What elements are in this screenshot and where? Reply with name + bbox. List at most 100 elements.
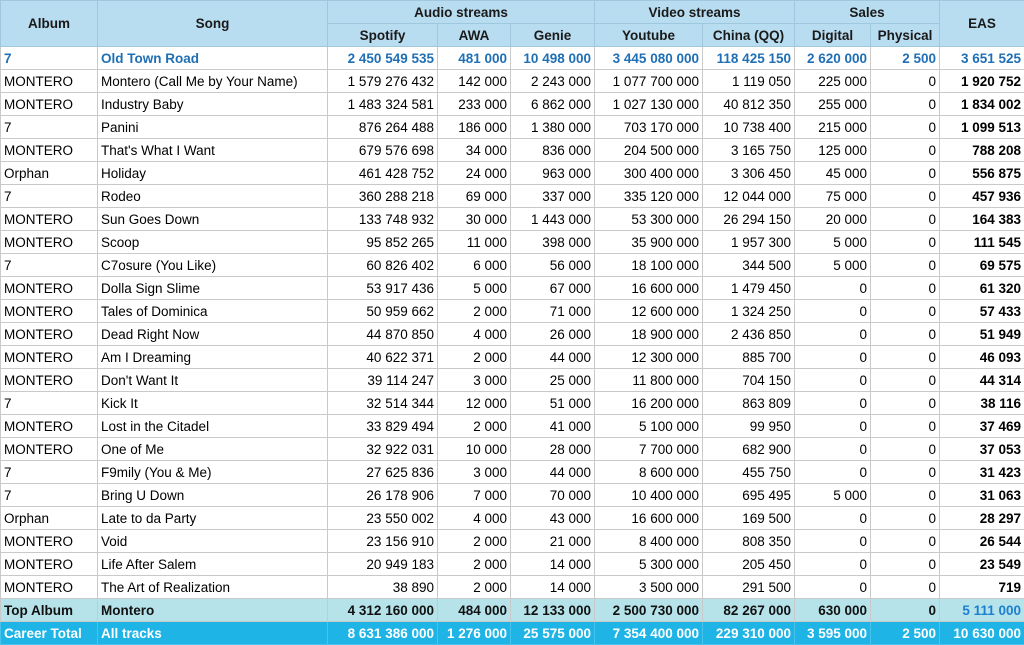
cell-album: Orphan: [1, 507, 98, 530]
cell-song: Bring U Down: [98, 484, 328, 507]
cell-china: 808 350: [703, 530, 795, 553]
cell-album: 7: [1, 116, 98, 139]
cell-spotify: 23 550 002: [328, 507, 438, 530]
cell-digital: 225 000: [795, 70, 871, 93]
cell-youtube: 703 170 000: [595, 116, 703, 139]
cell-album: MONTERO: [1, 300, 98, 323]
cell-spotify: 44 870 850: [328, 323, 438, 346]
cell-youtube: 1 077 700 000: [595, 70, 703, 93]
cell-eas: 31 423: [940, 461, 1024, 484]
cell-physical: 0: [871, 484, 940, 507]
cell-genie: 44 000: [511, 461, 595, 484]
cell-genie: 25 575 000: [511, 622, 595, 645]
cell-physical: 0: [871, 507, 940, 530]
cell-genie: 12 133 000: [511, 599, 595, 622]
cell-spotify: 20 949 183: [328, 553, 438, 576]
cell-song: Sun Goes Down: [98, 208, 328, 231]
cell-genie: 398 000: [511, 231, 595, 254]
cell-awa: 2 000: [438, 576, 511, 599]
header-spotify: Spotify: [328, 24, 438, 47]
cell-eas: 5 111 000: [940, 599, 1024, 622]
cell-song: Late to da Party: [98, 507, 328, 530]
cell-genie: 25 000: [511, 369, 595, 392]
cell-awa: 1 276 000: [438, 622, 511, 645]
cell-spotify: 2 450 549 535: [328, 47, 438, 70]
cell-awa: 481 000: [438, 47, 511, 70]
cell-awa: 233 000: [438, 93, 511, 116]
cell-physical: 0: [871, 231, 940, 254]
cell-album: MONTERO: [1, 323, 98, 346]
cell-physical: 0: [871, 300, 940, 323]
cell-youtube: 7 700 000: [595, 438, 703, 461]
cell-youtube: 8 400 000: [595, 530, 703, 553]
cell-genie: 14 000: [511, 576, 595, 599]
cell-youtube: 16 600 000: [595, 507, 703, 530]
cell-eas: 1 099 513: [940, 116, 1024, 139]
cell-eas: 31 063: [940, 484, 1024, 507]
cell-china: 99 950: [703, 415, 795, 438]
cell-digital: 125 000: [795, 139, 871, 162]
cell-eas: 719: [940, 576, 1024, 599]
cell-spotify: 26 178 906: [328, 484, 438, 507]
cell-physical: 0: [871, 576, 940, 599]
cell-song: Life After Salem: [98, 553, 328, 576]
cell-awa: 2 000: [438, 530, 511, 553]
header-physical: Physical: [871, 24, 940, 47]
cell-song: Void: [98, 530, 328, 553]
cell-physical: 0: [871, 369, 940, 392]
cell-genie: 71 000: [511, 300, 595, 323]
cell-album: MONTERO: [1, 415, 98, 438]
cell-youtube: 53 300 000: [595, 208, 703, 231]
cell-china: 344 500: [703, 254, 795, 277]
cell-digital: 0: [795, 461, 871, 484]
cell-youtube: 16 600 000: [595, 277, 703, 300]
cell-youtube: 5 300 000: [595, 553, 703, 576]
cell-youtube: 18 900 000: [595, 323, 703, 346]
header-china-qq: China (QQ): [703, 24, 795, 47]
cell-spotify: 679 576 698: [328, 139, 438, 162]
cell-spotify: 53 917 436: [328, 277, 438, 300]
cell-album: 7: [1, 392, 98, 415]
cell-awa: 4 000: [438, 323, 511, 346]
cell-album: MONTERO: [1, 438, 98, 461]
cell-genie: 28 000: [511, 438, 595, 461]
cell-awa: 24 000: [438, 162, 511, 185]
cell-song: Lost in the Citadel: [98, 415, 328, 438]
cell-youtube: 10 400 000: [595, 484, 703, 507]
cell-spotify: 4 312 160 000: [328, 599, 438, 622]
cell-genie: 51 000: [511, 392, 595, 415]
cell-eas: 788 208: [940, 139, 1024, 162]
cell-physical: 0: [871, 530, 940, 553]
cell-youtube: 1 027 130 000: [595, 93, 703, 116]
cell-youtube: 11 800 000: [595, 369, 703, 392]
cell-genie: 337 000: [511, 185, 595, 208]
cell-china: 2 436 850: [703, 323, 795, 346]
cell-awa: 186 000: [438, 116, 511, 139]
cell-digital: 215 000: [795, 116, 871, 139]
cell-youtube: 204 500 000: [595, 139, 703, 162]
cell-eas: 46 093: [940, 346, 1024, 369]
cell-digital: 0: [795, 438, 871, 461]
cell-awa: 12 000: [438, 392, 511, 415]
cell-eas: 37 053: [940, 438, 1024, 461]
cell-china: 682 900: [703, 438, 795, 461]
cell-album: MONTERO: [1, 369, 98, 392]
cell-spotify: 8 631 386 000: [328, 622, 438, 645]
cell-awa: 3 000: [438, 461, 511, 484]
cell-genie: 67 000: [511, 277, 595, 300]
cell-digital: 2 620 000: [795, 47, 871, 70]
header-eas: EAS: [940, 1, 1024, 47]
cell-eas: 164 383: [940, 208, 1024, 231]
cell-awa: 10 000: [438, 438, 511, 461]
cell-digital: 0: [795, 392, 871, 415]
